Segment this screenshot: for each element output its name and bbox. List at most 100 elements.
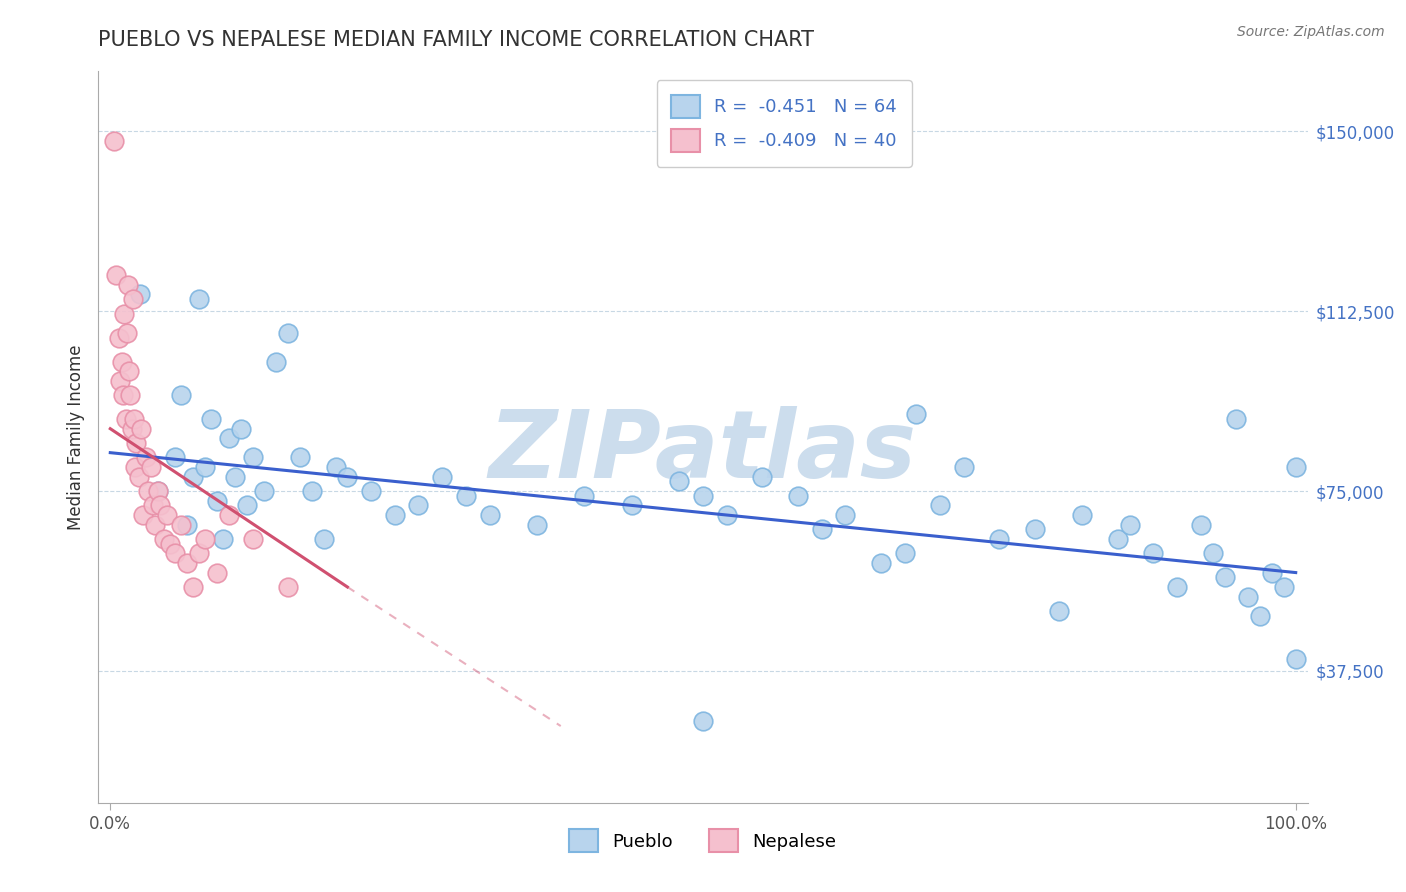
Point [112,388,135,402]
Point [159,537,181,551]
Point [312,532,335,546]
Point [125,436,148,450]
Point [432,469,454,483]
Point [165,546,187,560]
Point [165,450,187,465]
Point [146,483,169,498]
Point [277,580,299,594]
Point [107,330,129,344]
Point [905,407,928,421]
Point [181,580,204,594]
Point [188,292,211,306]
Text: PUEBLO VS NEPALESE MEDIAN FAMILY INCOME CORRELATION CHART: PUEBLO VS NEPALESE MEDIAN FAMILY INCOME … [98,30,814,50]
Point [893,546,915,560]
Point [111,354,134,368]
Point [200,412,222,426]
Point [952,460,974,475]
Point [170,388,193,402]
Point [336,469,359,483]
Point [454,489,477,503]
Point [122,412,145,426]
Point [129,422,152,436]
Point [786,489,808,503]
Point [1119,517,1142,532]
Point [1285,652,1308,666]
Point [526,517,548,532]
Point [574,489,596,503]
Point [301,483,323,498]
Point [136,483,159,498]
Point [124,460,146,475]
Point [181,469,204,483]
Point [120,388,142,402]
Point [224,469,246,483]
Point [176,517,198,532]
Point [188,546,211,560]
Point [121,292,143,306]
Point [129,287,152,301]
Point [132,508,155,522]
Point [810,523,832,537]
Point [1285,460,1308,475]
Point [142,499,165,513]
Point [408,499,430,513]
Point [1166,580,1188,594]
Point [1225,412,1247,426]
Point [135,450,157,465]
Point [1237,590,1260,604]
Point [115,326,138,340]
Point [218,431,240,445]
Point [668,475,690,489]
Text: ZIPatlas: ZIPatlas [489,406,917,498]
Point [1202,546,1225,560]
Point [212,532,235,546]
Point [114,412,136,426]
Point [478,508,501,522]
Point [205,493,228,508]
Text: Source: ZipAtlas.com: Source: ZipAtlas.com [1237,25,1385,39]
Point [242,450,264,465]
Point [146,483,169,498]
Point [108,374,131,388]
Point [1071,508,1094,522]
Point [139,460,162,475]
Point [277,326,299,340]
Legend: Pueblo, Nepalese: Pueblo, Nepalese [562,822,844,860]
Point [194,532,217,546]
Point [143,517,166,532]
Point [1047,604,1070,618]
Point [1024,523,1046,537]
Point [834,508,856,522]
Point [1142,546,1164,560]
Point [253,483,276,498]
Point [1261,566,1284,580]
Point [242,532,264,546]
Point [105,268,128,283]
Point [128,469,150,483]
Point [118,364,141,378]
Point [288,450,311,465]
Point [114,307,136,321]
Point [121,422,143,436]
Point [1107,532,1129,546]
Point [692,489,714,503]
Point [229,422,252,436]
Point [360,483,382,498]
Point [869,556,891,570]
Point [988,532,1011,546]
Point [103,134,125,148]
Point [1189,517,1212,532]
Point [156,508,179,522]
Point [235,499,257,513]
Point [176,556,198,570]
Point [692,714,714,729]
Point [716,508,738,522]
Point [117,277,139,292]
Point [1272,580,1295,594]
Point [218,508,240,522]
Point [170,517,193,532]
Point [620,499,643,513]
Point [384,508,406,522]
Point [149,499,172,513]
Point [152,532,174,546]
